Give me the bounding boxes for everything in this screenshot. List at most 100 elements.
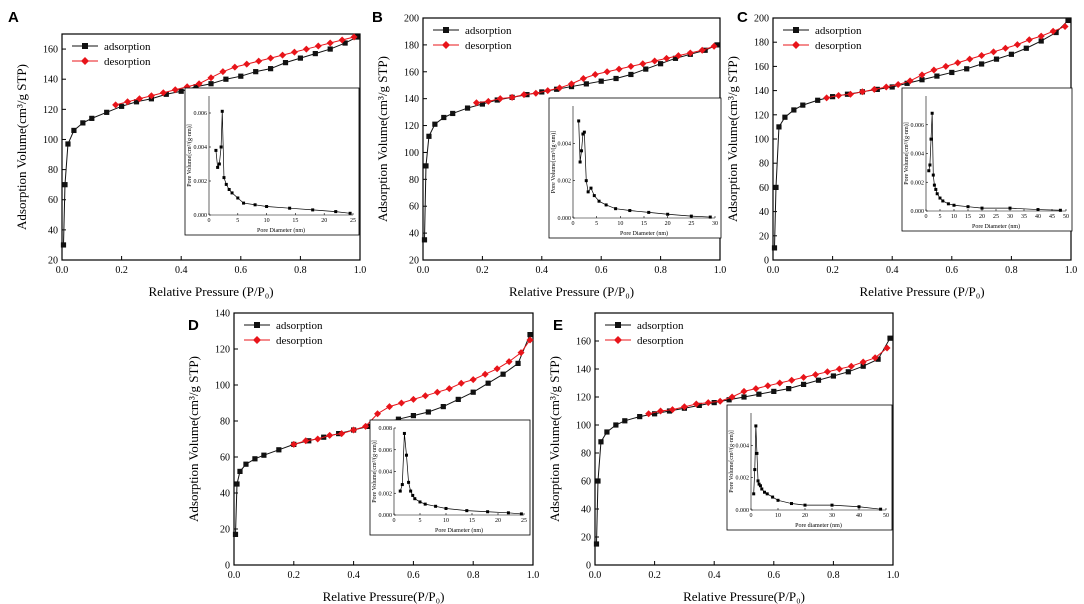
adsorption-point (193, 84, 199, 90)
inset-point (219, 145, 223, 149)
x-tick-label: 0.8 (827, 570, 840, 581)
desorption-point (870, 85, 878, 93)
desorption-point (350, 426, 358, 434)
inset-x-tick-label: 20 (665, 221, 671, 227)
legend-desorption-label: desorption (104, 56, 151, 68)
x-tick-label: 0.6 (946, 265, 959, 276)
legend-adsorption-marker (793, 27, 799, 33)
adsorption-point (470, 389, 476, 395)
panel-C: C0.0 0.2 0.4 0.6 0.8 1.0020406080100120140160… (725, 9, 1077, 299)
inset-point (930, 111, 934, 115)
inset-y-tick-label: 0.002 (558, 179, 572, 185)
panel-letter: B (372, 9, 383, 26)
x-tick-label: 0.0 (767, 265, 780, 276)
inset-point (220, 109, 224, 113)
desorption-point (639, 60, 647, 68)
inset-pore-distribution: 0 10 20 30 40 50 0.000 0.002 0.004 Pore diameter … (726, 404, 893, 531)
inset-point (931, 173, 935, 177)
inset-point (582, 130, 586, 134)
y-tick-label: 40 (409, 229, 419, 240)
y-tick-label: 200 (754, 14, 769, 25)
adsorption-point (410, 413, 416, 419)
adsorption-point (500, 371, 506, 377)
desorption-point (698, 46, 706, 54)
inset-point (1036, 208, 1040, 212)
desorption-point (314, 435, 322, 443)
y-tick-label: 40 (48, 225, 58, 236)
x-tick-label: 0.8 (294, 265, 307, 276)
adsorption-point (672, 55, 679, 61)
desorption-point (195, 80, 203, 88)
adsorption-point (1023, 45, 1029, 51)
y-tick-label: 140 (404, 94, 419, 105)
inset-x-tick-label: 5 (595, 221, 598, 227)
inset-x-tick-label: 15 (965, 214, 971, 220)
adsorption-point (613, 75, 619, 82)
inset-x-tick-label: 15 (641, 221, 647, 227)
y-tick-label: 60 (581, 477, 591, 488)
legend-adsorption-marker (443, 27, 449, 33)
inset-point (771, 495, 775, 499)
adsorption-point (252, 456, 258, 462)
adsorption-point (268, 66, 274, 72)
desorption-point (397, 399, 405, 407)
desorption-point (615, 65, 623, 73)
inset-point (434, 504, 438, 508)
adsorption-point (756, 391, 762, 397)
x-tick-label: 1.0 (887, 570, 900, 581)
y-tick-label: 100 (43, 135, 58, 146)
adsorption-point (1053, 29, 1059, 36)
inset-point (580, 149, 584, 153)
adsorption-point (554, 86, 560, 92)
legend-desorption-marker (442, 41, 450, 49)
inset-y-tick-label: 0.004 (558, 141, 572, 147)
y-tick-label: 40 (581, 505, 591, 516)
adsorption-point (773, 184, 779, 190)
inset-point (803, 503, 807, 507)
inset-x-tick-label: 10 (775, 513, 781, 519)
adsorption-point (786, 386, 792, 392)
inset-point (400, 483, 404, 487)
y-tick-label: 100 (754, 135, 769, 146)
x-tick-label: 1.0 (354, 265, 367, 276)
plot-frame (233, 312, 534, 566)
inset-y-title: Pore Volume[cm³/(g·nm)] (550, 131, 557, 193)
legend-desorption-marker (792, 41, 800, 49)
inset-point (765, 492, 769, 496)
inset-x-tick-label: 30 (712, 221, 718, 227)
x-tick-label: 0.8 (654, 265, 667, 276)
inset-point (592, 194, 596, 198)
desorption-point (279, 51, 287, 59)
adsorption-point (238, 73, 244, 79)
adsorption-point (726, 397, 732, 403)
inset-y-tick-label: 0.004 (379, 470, 393, 476)
adsorption-point (261, 452, 267, 458)
x-tick-label: 0.0 (56, 265, 69, 276)
inset-y-tick-label: 0.004 (194, 145, 208, 151)
inset-point (348, 211, 352, 215)
inset-point (465, 509, 469, 513)
desorption-point (421, 392, 429, 400)
inset-point (927, 169, 931, 173)
x-axis-title: Relative Pressure (P/P₀) (859, 284, 984, 299)
x-tick-label: 0.6 (595, 265, 608, 276)
legend-adsorption-label: adsorption (104, 41, 151, 53)
inset-x-tick-label: 0 (750, 513, 753, 519)
desorption-point (835, 91, 843, 99)
adsorption-point (80, 120, 86, 126)
y-tick-label: 120 (215, 345, 230, 356)
adsorption-point (595, 478, 601, 484)
inset-x-tick-label: 20 (979, 214, 985, 220)
y-tick-label: 80 (409, 175, 419, 186)
inset-point (689, 214, 693, 218)
desorption-point (716, 397, 724, 405)
y-tick-label: 120 (576, 393, 591, 404)
inset-y-title: Pore Volume[cm³/(g·nm)] (903, 122, 910, 184)
desorption-point (882, 83, 890, 91)
adsorption-point (178, 88, 184, 94)
inset-point (754, 424, 758, 428)
desorption-point (520, 91, 528, 99)
adsorption-point (771, 245, 778, 251)
desorption-point (645, 410, 653, 418)
inset-point (966, 205, 970, 209)
